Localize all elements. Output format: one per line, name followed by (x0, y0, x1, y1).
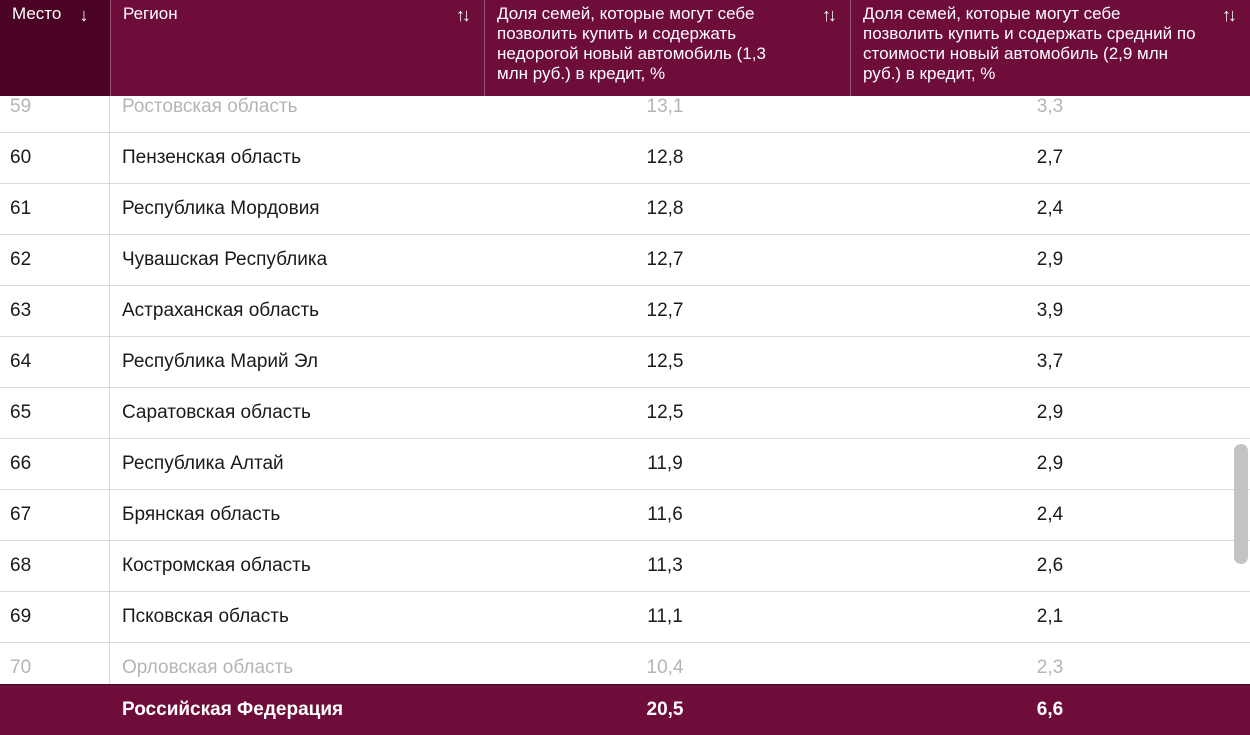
total-cheap-car-share-cell: 20,5 (646, 699, 684, 720)
table-row: 60 Пензенская область 12,8 2,7 (0, 133, 1250, 184)
table-row: 70 Орловская область 10,4 2,3 (0, 643, 1250, 684)
rank-cell: 59 (0, 96, 110, 133)
column-header-rank[interactable]: Место ↓ (0, 0, 110, 96)
table-row: 61 Республика Мордовия 12,8 2,4 (0, 184, 1250, 235)
cheap-car-share-cell: 10,4 (646, 657, 684, 678)
rank-cell: 67 (0, 490, 110, 541)
rank-cell: 66 (0, 439, 110, 490)
cheap-car-share-cell: 12,7 (646, 249, 684, 270)
cheap-car-share-cell: 11,9 (647, 453, 683, 474)
average-car-share-cell: 2,9 (1036, 402, 1064, 423)
region-cell: Республика Марий Эл (122, 351, 319, 372)
region-cell: Псковская область (122, 606, 289, 627)
table-footer-total: Российская Федерация 20,5 6,6 (0, 684, 1250, 735)
table-row: 68 Костромская область 11,3 2,6 (0, 541, 1250, 592)
average-car-share-cell: 2,4 (1036, 198, 1064, 219)
cheap-car-share-cell: 13,1 (646, 96, 684, 117)
column-header-rank-label: Место (12, 4, 62, 23)
region-cell: Орловская область (122, 657, 294, 678)
average-car-share-cell: 3,9 (1036, 300, 1064, 321)
average-car-share-cell: 2,1 (1036, 606, 1064, 627)
sort-toggle-icon[interactable]: ↑↓ (1222, 5, 1237, 25)
rank-cell: 60 (0, 133, 110, 184)
sort-toggle-icon[interactable]: ↑↓ (822, 5, 837, 25)
rank-cell: 64 (0, 337, 110, 388)
rank-cell: 70 (0, 643, 110, 684)
average-car-share-cell: 3,7 (1036, 351, 1064, 372)
table-body: 59 Ростовская область 13,1 3,3 60 Пензен… (0, 96, 1250, 684)
table-header: Место ↓ Регион ↑↓ Доля семей, которые мо… (0, 0, 1250, 96)
region-cell: Саратовская область (122, 402, 311, 423)
region-cell: Брянская область (122, 504, 281, 525)
table-row: 66 Республика Алтай 11,9 2,9 (0, 439, 1250, 490)
table-row: 65 Саратовская область 12,5 2,9 (0, 388, 1250, 439)
cheap-car-share-cell: 11,6 (647, 504, 683, 525)
sort-desc-icon[interactable]: ↓ (79, 5, 89, 25)
column-header-cheap-car-label: Доля семей, которые могут себе позволить… (497, 4, 766, 83)
cheap-car-share-cell: 12,5 (646, 402, 684, 423)
cheap-car-share-cell: 12,8 (646, 147, 684, 168)
sort-toggle-icon[interactable]: ↑↓ (456, 5, 471, 25)
cheap-car-share-cell: 11,3 (647, 555, 683, 576)
total-region-cell: Российская Федерация (122, 699, 344, 720)
cheap-car-share-cell: 12,7 (646, 300, 684, 321)
cheap-car-share-cell: 12,5 (646, 351, 684, 372)
column-header-region-label: Регион (123, 4, 178, 23)
average-car-share-cell: 2,7 (1036, 147, 1064, 168)
region-cell: Республика Мордовия (122, 198, 320, 219)
table-row: 63 Астраханская область 12,7 3,9 (0, 286, 1250, 337)
column-header-average-car-label: Доля семей, которые могут себе позволить… (863, 4, 1196, 83)
average-car-share-cell: 3,3 (1036, 96, 1064, 117)
column-header-average-car[interactable]: Доля семей, которые могут себе позволить… (850, 0, 1250, 96)
rank-cell: 65 (0, 388, 110, 439)
table-row: 69 Псковская область 11,1 2,1 (0, 592, 1250, 643)
region-cell: Республика Алтай (122, 453, 284, 474)
rank-cell: 62 (0, 235, 110, 286)
average-car-share-cell: 2,6 (1036, 555, 1064, 576)
table-row: 64 Республика Марий Эл 12,5 3,7 (0, 337, 1250, 388)
region-cell: Астраханская область (122, 300, 320, 321)
average-car-share-cell: 2,9 (1036, 249, 1064, 270)
rank-cell: 68 (0, 541, 110, 592)
table-row: 62 Чувашская Республика 12,7 2,9 (0, 235, 1250, 286)
total-average-car-share-cell: 6,6 (1036, 699, 1064, 720)
region-cell: Ростовская область (122, 96, 298, 117)
table-row: 59 Ростовская область 13,1 3,3 (0, 96, 1250, 133)
region-cell: Костромская область (122, 555, 311, 576)
column-header-region[interactable]: Регион ↑↓ (110, 0, 484, 96)
table-row: 67 Брянская область 11,6 2,4 (0, 490, 1250, 541)
average-car-share-cell: 2,9 (1036, 453, 1064, 474)
average-car-share-cell: 2,3 (1036, 657, 1064, 678)
region-cell: Чувашская Республика (122, 249, 328, 270)
rank-cell: 61 (0, 184, 110, 235)
rank-cell: 63 (0, 286, 110, 337)
region-cell: Пензенская область (122, 147, 301, 168)
average-car-share-cell: 2,4 (1036, 504, 1064, 525)
cheap-car-share-cell: 11,1 (647, 606, 683, 627)
scrollbar-thumb[interactable] (1234, 444, 1248, 564)
column-header-cheap-car[interactable]: Доля семей, которые могут себе позволить… (484, 0, 850, 96)
cheap-car-share-cell: 12,8 (646, 198, 684, 219)
rank-cell: 69 (0, 592, 110, 643)
